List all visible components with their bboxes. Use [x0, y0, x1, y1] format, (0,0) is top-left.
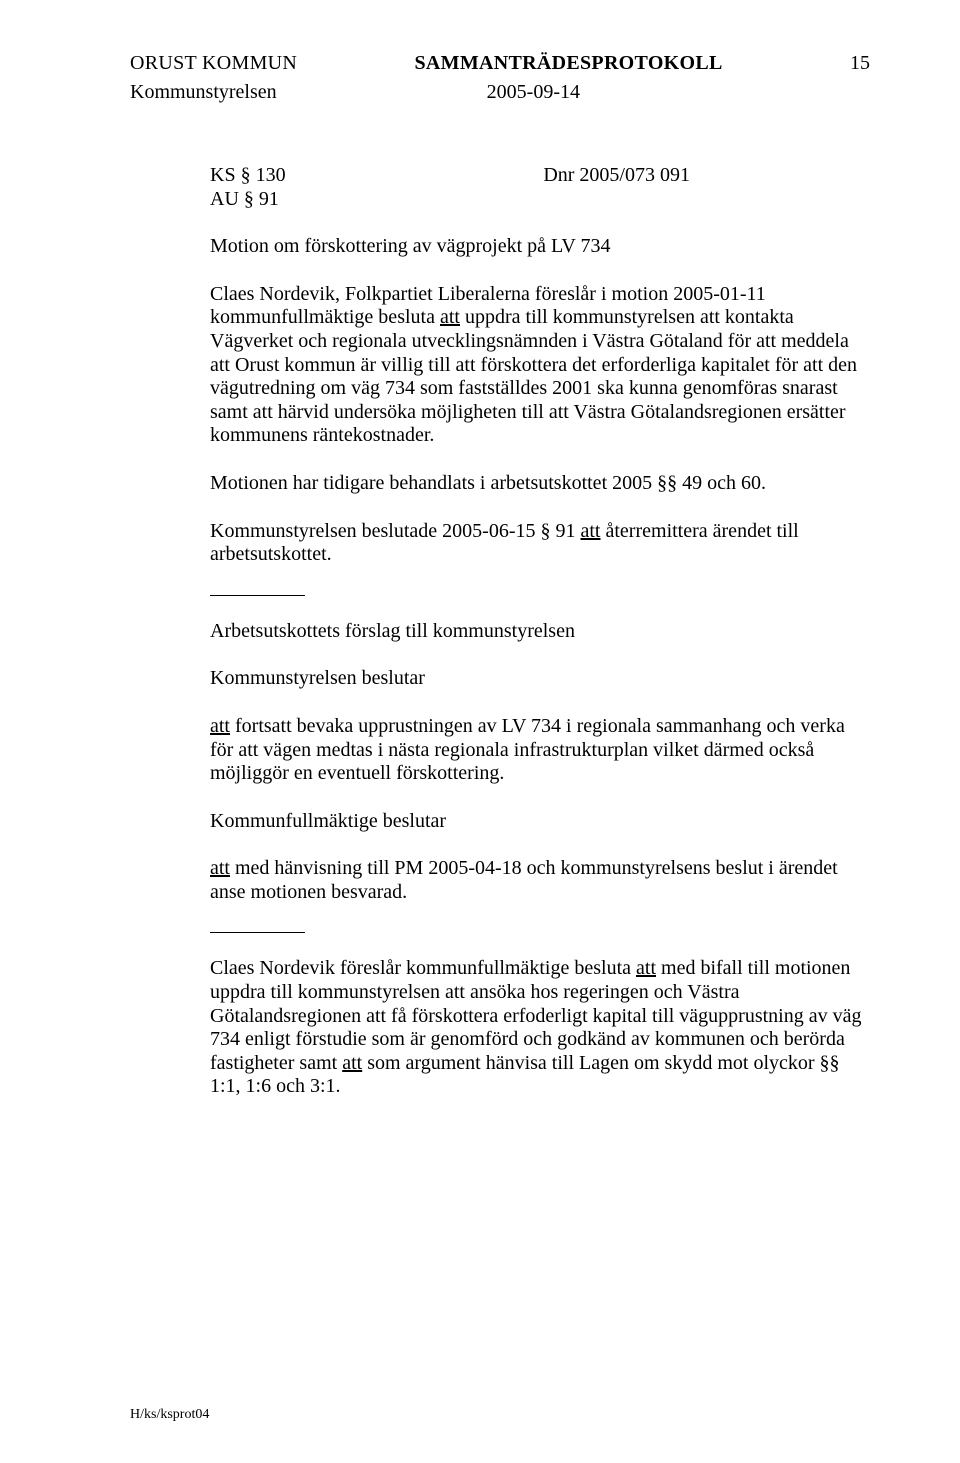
- heading-ks-decide: Kommunstyrelsen beslutar: [210, 667, 870, 691]
- paragraph-5: att med hänvisning till PM 2005-04-18 oc…: [210, 857, 870, 904]
- org-name: ORUST KOMMUN: [130, 52, 297, 75]
- p6-att2: att: [342, 1052, 362, 1074]
- subheader-row: Kommunstyrelsen 2005-09-14: [130, 81, 870, 104]
- motion-title: Motion om förskottering av vägprojekt på…: [210, 235, 870, 259]
- p6-att1: att: [636, 957, 656, 979]
- reference-row: KS § 130 AU § 91 Dnr 2005/073 091: [210, 164, 870, 211]
- heading-kf-decide: Kommunfullmäktige beslutar: [210, 810, 870, 834]
- paragraph-1: Claes Nordevik, Folkpartiet Liberalerna …: [210, 283, 870, 448]
- p5-att: att: [210, 857, 230, 879]
- ks-ref: KS § 130: [210, 164, 300, 188]
- header-row: ORUST KOMMUN SAMMANTRÄDESPROTOKOLL 15: [130, 52, 870, 75]
- p3-text-a: Kommunstyrelsen beslutade 2005-06-15 § 9…: [210, 520, 581, 542]
- document-body: KS § 130 AU § 91 Dnr 2005/073 091 Motion…: [210, 164, 870, 1099]
- p6-text-a: Claes Nordevik föreslår kommunfullmäktig…: [210, 957, 636, 979]
- au-ref: AU § 91: [210, 188, 300, 212]
- p4-text-b: fortsatt bevaka upprustningen av LV 734 …: [210, 715, 845, 784]
- paragraph-2: Motionen har tidigare behandlats i arbet…: [210, 472, 870, 496]
- paragraph-3: Kommunstyrelsen beslutade 2005-06-15 § 9…: [210, 520, 870, 567]
- dnr-ref: Dnr 2005/073 091: [543, 164, 870, 211]
- reference-left: KS § 130 AU § 91: [210, 164, 300, 211]
- p1-att: att: [440, 306, 460, 328]
- separator-1: [210, 595, 305, 596]
- p5-text-b: med hänvisning till PM 2005-04-18 och ko…: [210, 857, 838, 903]
- p4-att: att: [210, 715, 230, 737]
- page: ORUST KOMMUN SAMMANTRÄDESPROTOKOLL 15 Ko…: [0, 0, 960, 1463]
- paragraph-4: att fortsatt bevaka upprustningen av LV …: [210, 715, 870, 786]
- p3-att: att: [581, 520, 601, 542]
- footer-ref: H/ks/ksprot04: [130, 1407, 209, 1423]
- paragraph-6: Claes Nordevik föreslår kommunfullmäktig…: [210, 957, 870, 1099]
- heading-proposal: Arbetsutskottets förslag till kommunstyr…: [210, 620, 870, 644]
- document-type: SAMMANTRÄDESPROTOKOLL: [414, 52, 722, 75]
- meeting-date: 2005-09-14: [487, 81, 580, 104]
- committee-name: Kommunstyrelsen: [130, 81, 277, 104]
- separator-2: [210, 932, 305, 933]
- page-number: 15: [840, 52, 870, 75]
